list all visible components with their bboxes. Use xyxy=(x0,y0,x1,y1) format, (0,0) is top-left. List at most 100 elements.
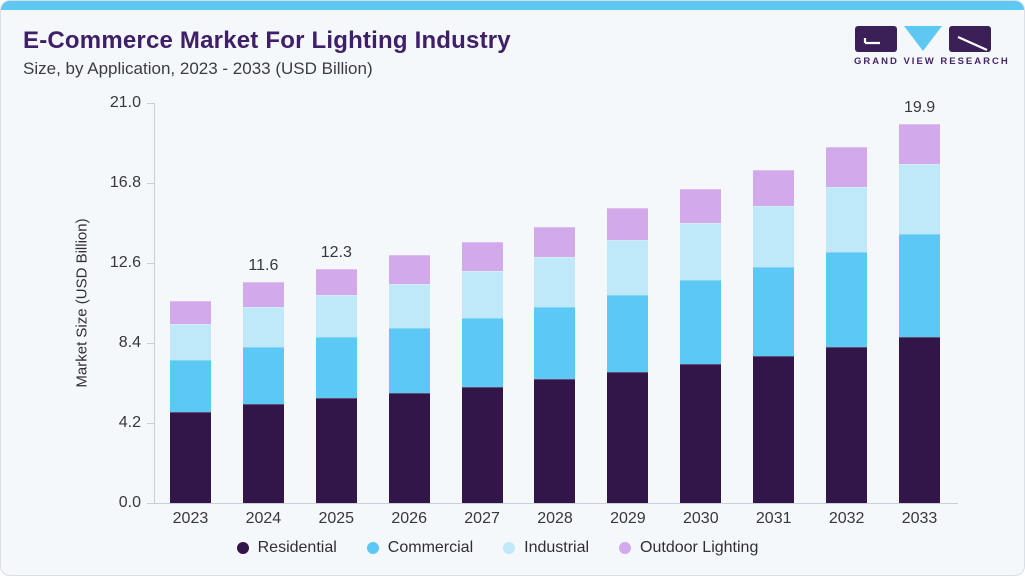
segment-outdoor-lighting-2026[interactable] xyxy=(388,255,430,284)
x-tick-label-2027: 2027 xyxy=(464,510,500,527)
legend-item-industrial[interactable]: Industrial xyxy=(503,539,589,557)
legend: Residential Commercial Industrial Outdoor L… xyxy=(1,539,994,557)
bar-stack xyxy=(461,242,503,503)
segment-outdoor-lighting-2024[interactable] xyxy=(242,282,284,307)
segment-industrial-2023[interactable] xyxy=(169,323,211,361)
segment-residential-2028[interactable] xyxy=(534,379,576,503)
segment-outdoor-lighting-2033[interactable] xyxy=(899,123,941,164)
legend-item-outdoor-lighting[interactable]: Outdoor Lighting xyxy=(619,539,758,557)
y-tick-mark xyxy=(147,262,154,264)
gvr-logo-text: GRAND VIEW RESEARCH xyxy=(854,56,1010,67)
gvr-logo: GRAND VIEW RESEARCH xyxy=(854,25,1010,67)
segment-industrial-2027[interactable] xyxy=(461,270,503,319)
bar-2033[interactable]: 19.9 2033 xyxy=(899,99,941,527)
bar-2028[interactable]: 2028 xyxy=(534,103,576,527)
y-axis-title: Market Size (USD Billion) xyxy=(73,218,91,388)
bar-stack xyxy=(680,188,722,503)
page-title: E-Commerce Market For Lighting Industry xyxy=(23,27,511,54)
segment-commercial-2025[interactable] xyxy=(315,337,357,399)
x-tick-label-2024: 2024 xyxy=(245,510,282,527)
y-tick-label: 8.4 xyxy=(118,334,141,351)
bar-2023[interactable]: 2023 xyxy=(169,103,211,527)
segment-industrial-2028[interactable] xyxy=(534,257,576,307)
legend-label: Industrial xyxy=(524,539,590,556)
y-tick-mark xyxy=(147,182,154,184)
legend-marker-residential xyxy=(236,542,249,554)
segment-commercial-2033[interactable] xyxy=(899,234,941,338)
segment-industrial-2032[interactable] xyxy=(826,186,868,252)
legend-item-commercial[interactable]: Commercial xyxy=(366,539,473,557)
bar-2024[interactable]: 11.6 2024 xyxy=(242,103,284,527)
y-tick-label: 12.6 xyxy=(109,254,141,271)
y-tick-mark xyxy=(147,102,154,104)
segment-residential-2024[interactable] xyxy=(242,403,284,503)
x-tick-label-2023: 2023 xyxy=(172,510,209,527)
segment-residential-2026[interactable] xyxy=(388,392,430,503)
segment-commercial-2028[interactable] xyxy=(534,306,576,380)
x-tick-label-2033: 2033 xyxy=(901,510,938,527)
y-tick-label: 21.0 xyxy=(109,94,141,111)
bar-2025[interactable]: 12.3 2025 xyxy=(315,103,357,527)
y-tick-8.4: 8.4 xyxy=(1,334,154,352)
segment-commercial-2032[interactable] xyxy=(826,251,868,347)
bar-2031[interactable]: 2031 xyxy=(753,103,795,527)
legend-label: Outdoor Lighting xyxy=(640,539,759,556)
bar-stack xyxy=(534,226,576,503)
legend-item-residential[interactable]: Residential xyxy=(236,539,337,557)
x-axis-line xyxy=(147,503,958,504)
bar-2030[interactable]: 2030 xyxy=(680,103,722,527)
segment-commercial-2023[interactable] xyxy=(169,360,211,412)
bar-stack xyxy=(753,169,795,503)
bar-value-label-2025: 12.3 xyxy=(320,243,352,261)
y-tick-21.0: 21.0 xyxy=(1,94,154,112)
segment-commercial-2024[interactable] xyxy=(242,346,284,404)
y-tick-label: 16.8 xyxy=(109,174,141,191)
bar-value-label-2033: 19.9 xyxy=(903,98,936,116)
segment-residential-2032[interactable] xyxy=(826,346,868,503)
segment-residential-2023[interactable] xyxy=(169,411,211,503)
bars-container: 2023 11.6 2024 12.3 2025 2026 2027 2028 2029 2030… xyxy=(154,99,956,527)
legend-label: Residential xyxy=(257,539,337,556)
segment-industrial-2033[interactable] xyxy=(899,163,941,235)
y-tick-mark xyxy=(147,342,154,344)
segment-commercial-2030[interactable] xyxy=(680,280,722,364)
segment-commercial-2027[interactable] xyxy=(461,318,503,387)
segment-industrial-2025[interactable] xyxy=(315,295,357,338)
chart-subtitle: Size, by Application, 2023 - 2033 (USD B… xyxy=(23,59,373,78)
y-tick-label: 4.2 xyxy=(118,414,141,431)
segment-outdoor-lighting-2032[interactable] xyxy=(826,146,868,187)
bar-2029[interactable]: 2029 xyxy=(607,103,649,527)
segment-outdoor-lighting-2029[interactable] xyxy=(607,207,649,241)
segment-residential-2027[interactable] xyxy=(461,386,503,503)
segment-industrial-2030[interactable] xyxy=(680,223,722,281)
segment-residential-2029[interactable] xyxy=(607,371,649,503)
segment-industrial-2029[interactable] xyxy=(607,240,649,296)
segment-industrial-2024[interactable] xyxy=(242,306,284,347)
segment-outdoor-lighting-2025[interactable] xyxy=(315,268,357,296)
segment-outdoor-lighting-2027[interactable] xyxy=(461,242,503,271)
segment-outdoor-lighting-2028[interactable] xyxy=(534,226,576,258)
segment-outdoor-lighting-2030[interactable] xyxy=(680,188,722,224)
bar-2027[interactable]: 2027 xyxy=(461,103,503,527)
top-accent-bar xyxy=(1,1,1024,10)
segment-commercial-2026[interactable] xyxy=(388,327,430,393)
segment-industrial-2026[interactable] xyxy=(388,283,430,328)
y-tick-16.8: 16.8 xyxy=(1,174,154,192)
segment-outdoor-lighting-2031[interactable] xyxy=(753,169,795,206)
segment-industrial-2031[interactable] xyxy=(753,205,795,267)
legend-marker-commercial xyxy=(366,542,379,554)
bar-2026[interactable]: 2026 xyxy=(388,103,430,527)
segment-residential-2025[interactable] xyxy=(315,398,357,503)
y-tick-mark xyxy=(147,422,154,424)
bar-stack xyxy=(826,146,868,503)
segment-commercial-2029[interactable] xyxy=(607,295,649,372)
bar-2032[interactable]: 2032 xyxy=(826,103,868,527)
segment-residential-2033[interactable] xyxy=(899,337,941,503)
legend-marker-industrial xyxy=(503,542,516,554)
segment-residential-2031[interactable] xyxy=(753,356,795,503)
gvr-logo-icon xyxy=(855,26,991,52)
segment-outdoor-lighting-2023[interactable] xyxy=(169,301,211,324)
segment-residential-2030[interactable] xyxy=(680,363,722,503)
segment-commercial-2031[interactable] xyxy=(753,266,795,357)
